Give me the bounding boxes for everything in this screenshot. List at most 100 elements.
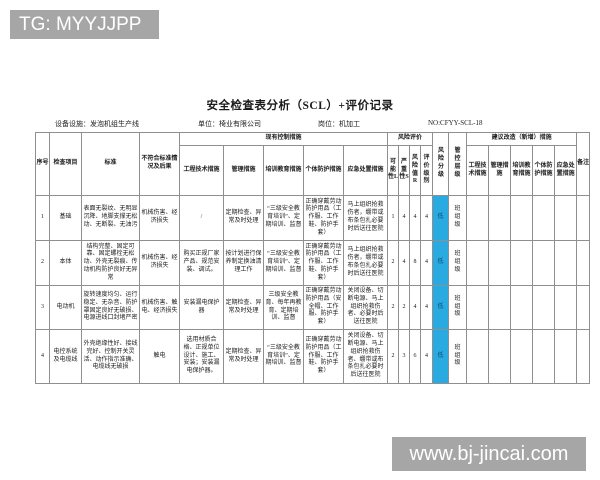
table-row: 2 本体 结构完整、固定可靠、固定螺栓无松动、外壳无裂痕、传动机构防护良好无异常… bbox=[35, 240, 591, 286]
meta-device-label: 设备设施： bbox=[55, 120, 90, 128]
cell-existing-eng: 选用材质合格、正规单位设计、施工、安装；安装漏电保护器。 bbox=[179, 329, 224, 384]
watermark-bottom: www.bj-jincai.com bbox=[392, 437, 586, 471]
cell-severity-S: 4 bbox=[398, 240, 411, 286]
group-header-risk-eval: 风险评价 bbox=[387, 132, 434, 146]
col-header-control-level: 管控层级 bbox=[448, 132, 468, 196]
col-header-severity-S: 严重性S bbox=[398, 145, 411, 196]
col-header-suggest-ppe: 个体防护措施 bbox=[532, 145, 556, 196]
cell-suggest-ppe bbox=[532, 195, 556, 241]
cell-control-level: 班组级 bbox=[448, 240, 468, 286]
col-header-seq: 序号 bbox=[35, 132, 50, 196]
cell-nonconform: 机械伤害、经济损失 bbox=[139, 240, 180, 286]
cell-existing-emergency: 关闭设备、切断电源、马上组织抢救伤者、必要时后送往医院 bbox=[342, 285, 389, 330]
col-header-existing-ppe: 个体防护措施 bbox=[303, 145, 344, 196]
cell-nonconform: 机械伤害、触电、经济损失 bbox=[139, 285, 180, 330]
cell-existing-mgmt: 按计划进行保养制定换油清理工作 bbox=[223, 240, 264, 286]
cell-risk-value-R: 6 bbox=[409, 329, 422, 384]
cell-standard: 外壳绝缘性好、接线完好、控制开关灵活、动作指示准确、电缆线无破损 bbox=[81, 329, 140, 384]
cell-suggest-train bbox=[510, 285, 534, 330]
col-header-suggest-mgmt: 管理措施 bbox=[488, 145, 512, 196]
meta-doc-no: NO:CFYY-SCL-18 bbox=[428, 119, 483, 127]
cell-existing-train: 三级安全教育、每年再教育、定期培训、监督 bbox=[263, 285, 304, 330]
cell-suggest-mgmt bbox=[488, 240, 512, 286]
cell-item: 电控系统及电缆线 bbox=[49, 329, 82, 384]
meta-post-value: 机加工 bbox=[339, 120, 360, 128]
cell-existing-ppe: 正确穿戴劳动防护用品（安全帽、工作服、防护手套） bbox=[303, 285, 344, 330]
meta-device-value: 发泡机组生产线 bbox=[90, 120, 139, 128]
col-header-suggest-train: 培训教育措施 bbox=[510, 145, 534, 196]
cell-existing-train: “三级安全教育培训”、定期培训、监督 bbox=[263, 240, 304, 286]
cell-suggest-eng bbox=[466, 240, 490, 286]
meta-post-label: 岗位： bbox=[318, 120, 339, 128]
cell-existing-ppe: 正确穿戴劳动防护用品（工作服、工作鞋、防护手套） bbox=[303, 195, 344, 241]
cell-suggest-mgmt bbox=[488, 329, 512, 384]
cell-risk-grade: 低 bbox=[432, 195, 450, 241]
meta-unit: 单位：椅业有限公司 bbox=[198, 119, 261, 129]
cell-risk-value-R: 4 bbox=[409, 285, 422, 330]
group-header-existing-measures: 现有控制措施 bbox=[178, 132, 389, 146]
col-header-existing-train: 培训教育措施 bbox=[263, 145, 304, 196]
cell-seq: 4 bbox=[35, 329, 50, 384]
cell-severity-S: 4 bbox=[398, 195, 411, 241]
cell-suggest-emergency bbox=[554, 195, 578, 241]
cell-standard: 结构完整、固定可靠、固定螺栓无松动、外壳无裂痕、传动机构防护良好无异常 bbox=[81, 240, 140, 286]
col-header-existing-eng: 工程技术措施 bbox=[179, 145, 224, 196]
cell-risk-grade: 低 bbox=[432, 285, 450, 330]
cell-suggest-ppe bbox=[532, 329, 556, 384]
scl-table: 序号 检查项目 标准 不符合标准情况及后果 现有控制措施 风险评价 风险分级 管… bbox=[35, 132, 591, 384]
cell-risk-grade: 低 bbox=[432, 240, 450, 286]
col-header-remark: 备注 bbox=[576, 132, 591, 196]
cell-possibility-L: 2 bbox=[387, 285, 400, 330]
cell-control-level: 班组级 bbox=[448, 195, 468, 241]
cell-suggest-train bbox=[510, 329, 534, 384]
cell-standard: 表面无裂纹、无明显沉降、地脚支撑无松动、无断裂、无油污 bbox=[81, 195, 140, 241]
cell-item: 电动机 bbox=[49, 285, 82, 330]
header-row-groups: 序号 检查项目 标准 不符合标准情况及后果 现有控制措施 风险评价 风险分级 管… bbox=[35, 132, 591, 196]
cell-existing-eng: 安装漏电保护器 bbox=[179, 285, 224, 330]
cell-suggest-ppe bbox=[532, 285, 556, 330]
cell-existing-eng: 购买正规厂家产品、规范安装、调试。 bbox=[179, 240, 224, 286]
cell-severity-S: 2 bbox=[398, 285, 411, 330]
cell-existing-mgmt: 定期检查、异常及时处理 bbox=[223, 285, 264, 330]
cell-eval-grade: 4 bbox=[420, 240, 434, 286]
cell-control-level: 班组级 bbox=[448, 329, 468, 384]
group-header-suggest-measures: 建议改造（新增）措施 bbox=[466, 132, 578, 146]
cell-remark bbox=[576, 240, 591, 286]
cell-possibility-L: 2 bbox=[387, 240, 400, 286]
cell-risk-value-R: 8 bbox=[409, 240, 422, 286]
cell-seq: 3 bbox=[35, 285, 50, 330]
col-header-nonconform: 不符合标准情况及后果 bbox=[139, 132, 180, 196]
col-header-standard: 标准 bbox=[81, 132, 140, 196]
cell-remark bbox=[576, 195, 591, 241]
cell-suggest-mgmt bbox=[488, 285, 512, 330]
header-row-subcolumns: 工程技术措施 管理措施 培训教育措施 个体防护措施 应急处置措施 可能性L 严重… bbox=[36, 145, 590, 196]
cell-control-level: 班组级 bbox=[448, 285, 468, 330]
cell-nonconform: 机械伤害、经济损失 bbox=[139, 195, 180, 241]
col-header-existing-mgmt: 管理措施 bbox=[223, 145, 264, 196]
cell-existing-mgmt: 定期检查、异常及时处理 bbox=[223, 195, 264, 241]
cell-existing-eng: / bbox=[179, 195, 224, 241]
cell-possibility-L: 1 bbox=[387, 195, 400, 241]
cell-suggest-eng bbox=[466, 285, 490, 330]
col-header-risk-grade: 风险分级 bbox=[432, 132, 450, 196]
cell-standard: 旋转速度均匀、运行稳定、无杂音、防护罩固定良好无破损、电源进线口封堵严密 bbox=[81, 285, 140, 330]
meta-unit-value: 椅业有限公司 bbox=[219, 120, 261, 128]
col-header-existing-emergency: 应急处置措施 bbox=[342, 145, 389, 196]
col-header-risk-value-R: 风险值R bbox=[409, 145, 422, 196]
cell-suggest-train bbox=[510, 240, 534, 286]
col-header-suggest-eng: 工程技术措施 bbox=[466, 145, 490, 196]
cell-existing-emergency: 马上组织抢救伤者，绷带或布条包扎必要时后送往医院 bbox=[342, 195, 389, 241]
cell-existing-mgmt: 定期检查、异常及时处理 bbox=[223, 329, 264, 384]
cell-suggest-emergency bbox=[554, 285, 578, 330]
watermark-top: TG: MYYJJPP bbox=[10, 10, 159, 39]
cell-risk-grade: 低 bbox=[432, 329, 450, 384]
cell-suggest-train bbox=[510, 195, 534, 241]
col-header-eval-grade: 评价级别 bbox=[420, 145, 434, 196]
cell-nonconform: 触电 bbox=[139, 329, 180, 384]
meta-unit-label: 单位： bbox=[198, 120, 219, 128]
cell-seq: 2 bbox=[35, 240, 50, 286]
col-header-possibility-L: 可能性L bbox=[387, 145, 400, 196]
cell-remark bbox=[576, 285, 591, 330]
cell-existing-ppe: 正确穿戴劳动防护用品（工作服、工作鞋、防护手套） bbox=[303, 240, 344, 286]
cell-suggest-eng bbox=[466, 329, 490, 384]
